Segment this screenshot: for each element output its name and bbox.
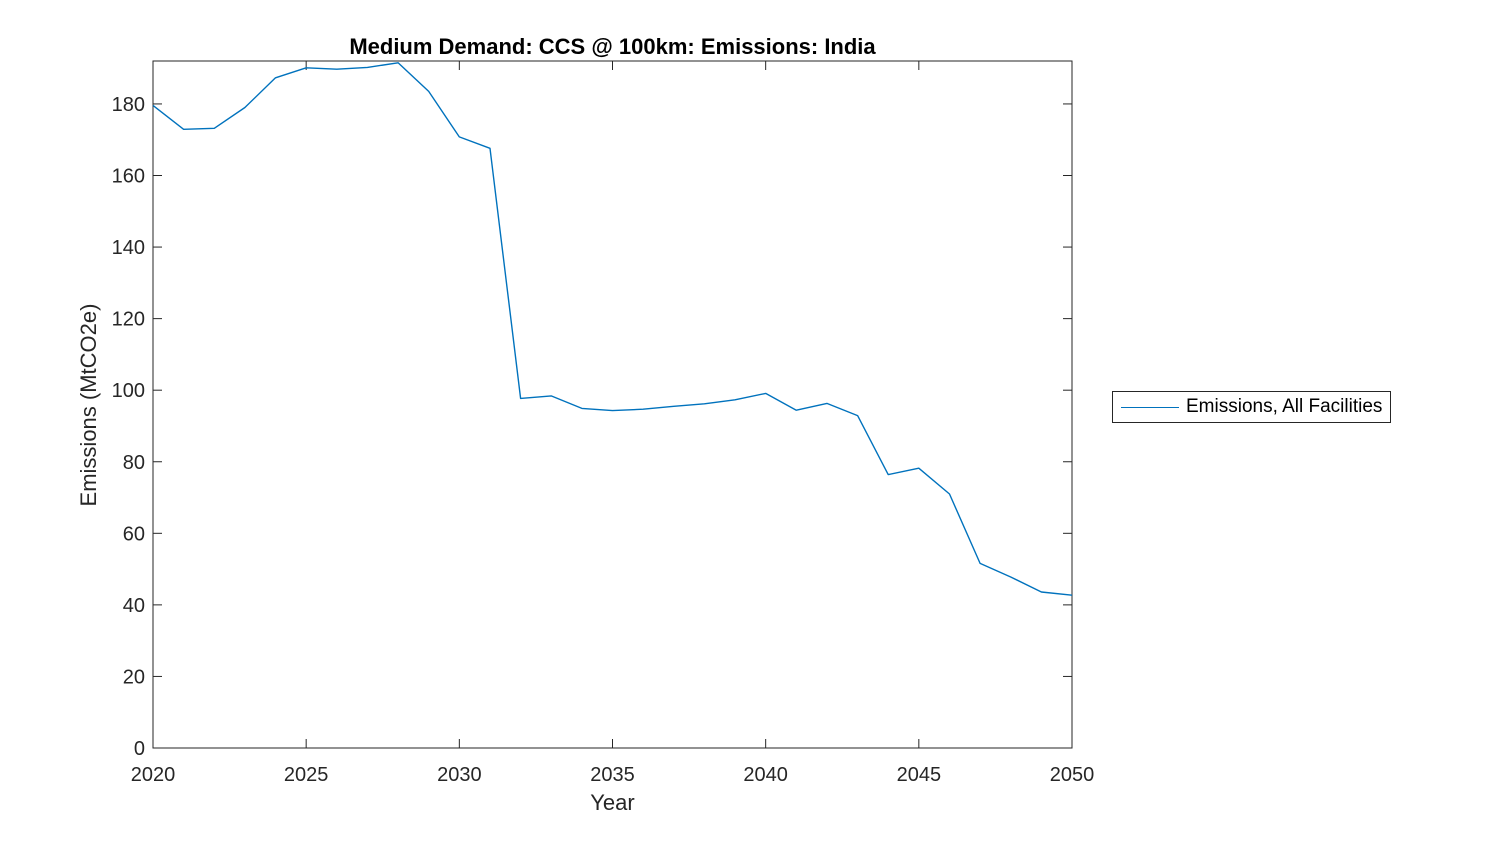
y-tick-label: 140 [112, 237, 145, 259]
legend-line-sample [1121, 406, 1179, 408]
x-tick-label: 2025 [284, 764, 329, 786]
y-tick-label: 100 [112, 380, 145, 402]
x-tick-label: 2030 [437, 764, 482, 786]
y-axis-label: Emissions (MtCO2e) [76, 303, 101, 507]
x-axis-label: Year [590, 790, 635, 815]
y-tick-label: 0 [134, 738, 145, 760]
x-tick-label: 2050 [1050, 764, 1095, 786]
x-tick-label: 2045 [897, 764, 942, 786]
plot-box [152, 60, 1073, 749]
x-tick-label: 2035 [590, 764, 635, 786]
chart-title: Medium Demand: CCS @ 100km: Emissions: I… [349, 34, 876, 59]
x-tick-label: 2040 [743, 764, 788, 786]
y-tick-label: 120 [112, 309, 145, 331]
legend-box: Emissions, All Facilities [1112, 391, 1391, 423]
y-tick-label: 160 [112, 166, 145, 188]
y-tick-label: 180 [112, 94, 145, 116]
y-tick-label: 80 [123, 452, 145, 474]
legend-label: Emissions, All Facilities [1186, 396, 1383, 417]
y-tick-label: 40 [123, 595, 145, 617]
y-tick-label: 20 [123, 666, 145, 688]
y-tick-label: 60 [123, 523, 145, 545]
emissions-line [152, 62, 1073, 596]
x-tick-label: 2020 [131, 764, 176, 786]
